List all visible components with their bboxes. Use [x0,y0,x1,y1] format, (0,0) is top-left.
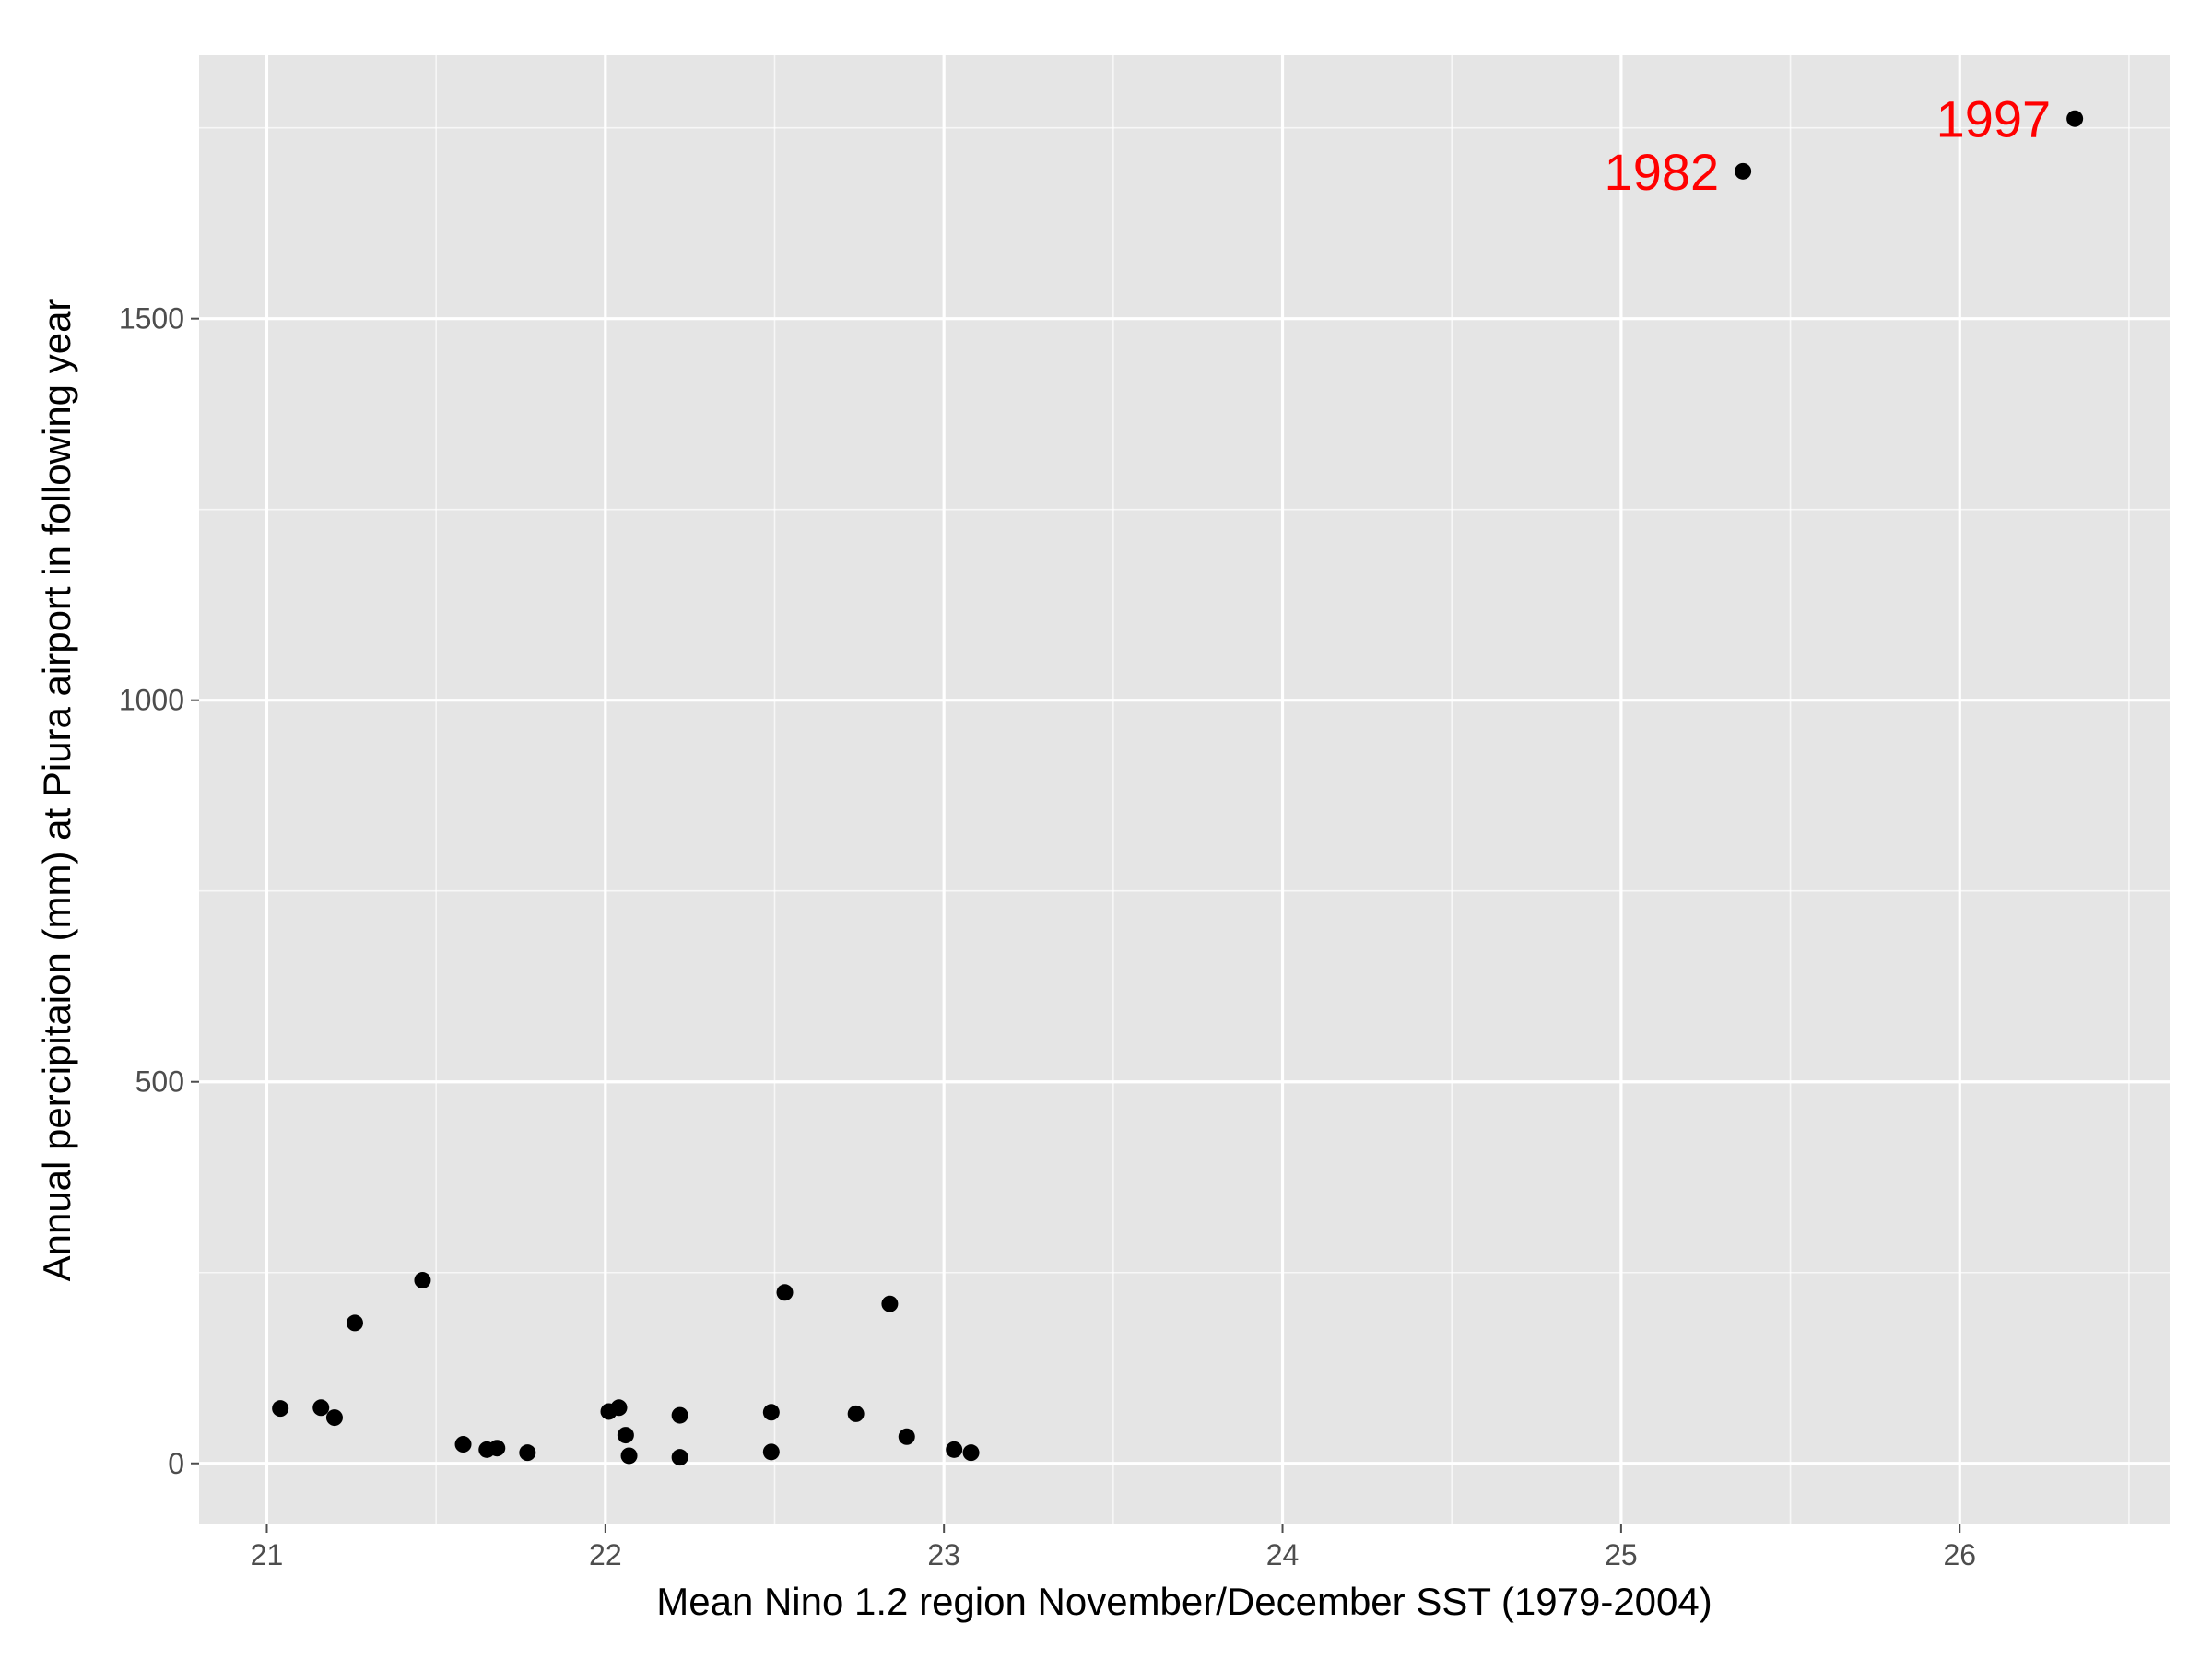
x-tick-label: 21 [251,1538,284,1571]
data-point [847,1405,865,1422]
data-point [1735,162,1752,180]
x-tick-label: 26 [1943,1538,1976,1571]
x-tick-label: 22 [589,1538,622,1571]
x-tick-label: 25 [1605,1538,1638,1571]
y-tick-label: 1500 [119,302,184,335]
data-point [346,1314,363,1332]
data-point [488,1440,506,1457]
y-tick-label: 1000 [119,684,184,717]
data-point [881,1295,899,1312]
data-point [454,1436,472,1453]
major-gridlines [199,55,2170,1524]
x-tick-label: 23 [927,1538,960,1571]
plot-panel-background [199,55,2170,1524]
data-point [414,1272,431,1289]
axis-ticks [191,317,1961,1533]
x-tick-label: 24 [1266,1538,1300,1571]
data-point [617,1427,634,1444]
y-axis-title: Annual percipitaion (mm) at Piura airpor… [35,299,78,1282]
data-point [962,1444,980,1462]
data-point [610,1399,628,1417]
data-point [776,1284,794,1301]
data-point [519,1444,536,1462]
data-point [272,1400,289,1418]
data-point [762,1404,780,1421]
y-tick-label: 500 [135,1065,184,1099]
x-axis-title: Mean Nino 1.2 region November/December S… [656,1580,1712,1623]
data-point [325,1409,343,1427]
point-annotation-label: 1997 [1936,90,2052,148]
data-point [671,1406,688,1424]
minor-gridlines [199,55,2170,1524]
data-point [946,1441,963,1458]
data-point [898,1428,915,1445]
data-point [762,1443,780,1461]
data-point [2066,110,2084,127]
point-annotation-label: 1982 [1605,143,1720,201]
axis-tick-labels: 21 22 23 24 25 26 0 500 1000 1500 [119,302,1976,1571]
y-tick-label: 0 [168,1447,184,1480]
data-point [620,1447,638,1465]
data-points [272,110,2084,1466]
data-point [671,1449,688,1466]
point-annotations: 1982 1997 [1605,90,2052,201]
data-point [312,1399,330,1417]
